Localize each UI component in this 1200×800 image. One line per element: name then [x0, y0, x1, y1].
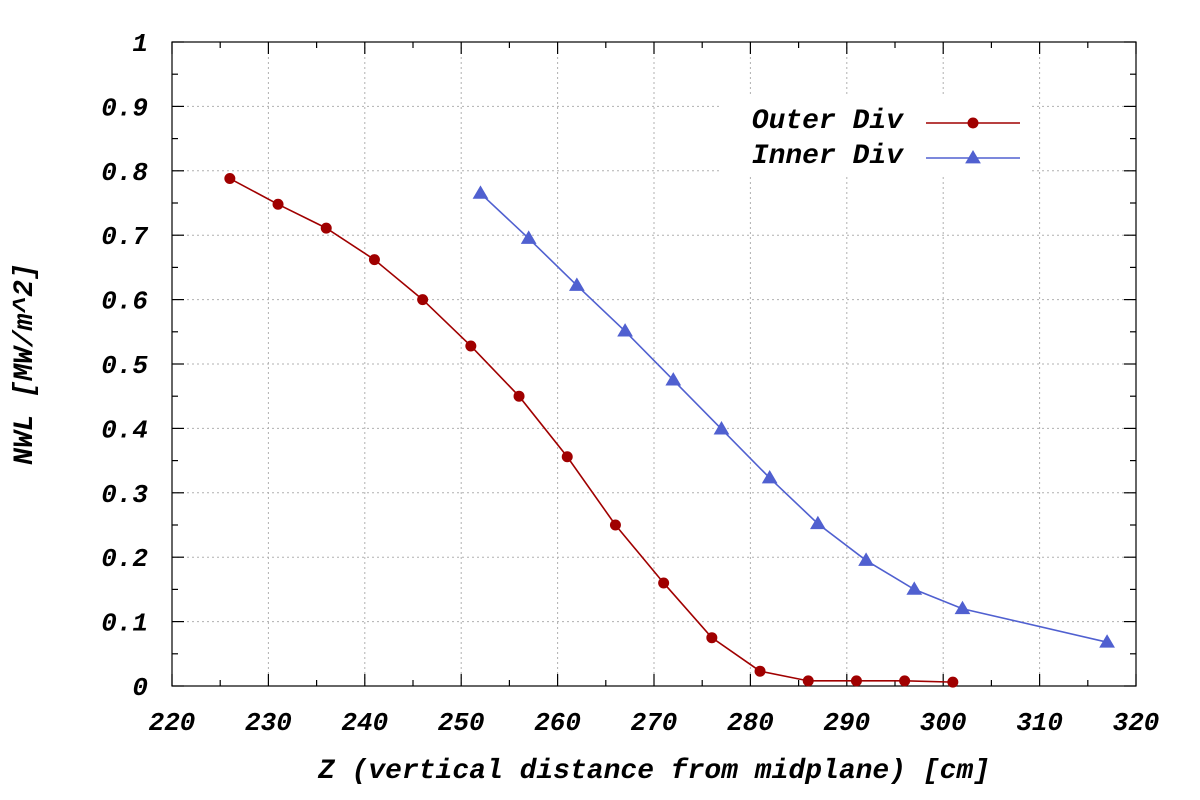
data-point-inner-div: [665, 372, 682, 386]
data-point-outer-div: [754, 665, 766, 677]
data-point-outer-div: [224, 173, 236, 185]
data-point-outer-div: [706, 632, 718, 644]
y-tick-label: 0.5: [101, 351, 148, 381]
data-point-outer-div: [368, 254, 380, 266]
data-point-outer-div: [850, 675, 862, 687]
y-tick-label: 0.8: [101, 158, 148, 188]
data-point-inner-div: [761, 470, 778, 484]
series-line-inner-div: [479, 192, 1108, 643]
legend-marker-outer-div: [967, 117, 979, 129]
y-tick-label: 0.9: [101, 93, 148, 123]
data-point-outer-div: [417, 294, 429, 306]
legend: Outer Div Inner Div: [720, 96, 1030, 176]
y-tick-label: 0.2: [101, 544, 148, 574]
data-point-inner-div: [617, 323, 633, 337]
x-tick-label: 310: [1016, 708, 1063, 738]
data-point-inner-div: [520, 230, 537, 244]
y-axis-label: NWL [MW/m^2]: [10, 263, 41, 465]
data-point-inner-div: [472, 185, 489, 199]
data-point-inner-div: [1099, 634, 1115, 648]
data-point-outer-div: [320, 222, 332, 234]
x-tick-label: 260: [534, 708, 581, 738]
y-tick-label: 0: [132, 673, 148, 703]
data-point-outer-div: [561, 451, 573, 463]
data-point-outer-div: [513, 390, 525, 402]
x-tick-label: 240: [341, 708, 388, 738]
data-point-inner-div: [906, 581, 923, 595]
y-tick-labels: 0 0.1 0.2 0.3 0.4 0.5 0.6 0.7 0.8 0.9 1: [101, 29, 148, 703]
x-tick-label: 250: [438, 708, 485, 738]
x-axis-label: Z (vertical distance from midplane) [cm]: [317, 756, 990, 787]
y-tick-label: 0.4: [101, 415, 148, 445]
data-point-inner-div: [810, 515, 826, 530]
x-tick-label: 220: [149, 708, 196, 738]
series-inner-div: [472, 185, 1115, 648]
data-point-inner-div: [858, 552, 874, 566]
series-layer: [224, 173, 1115, 688]
x-tick-label: 230: [245, 708, 292, 738]
x-tick-labels: 220 230 240 250 260 270 280 290 300 310 320: [149, 708, 1160, 738]
data-point-outer-div: [465, 340, 477, 352]
legend-marker-inner-div: [965, 150, 981, 164]
series-outer-div: [224, 173, 959, 688]
data-point-outer-div: [272, 198, 284, 210]
y-tick-label: 1: [132, 29, 148, 59]
data-point-inner-div: [713, 421, 730, 435]
data-point-inner-div: [569, 277, 585, 291]
data-point-inner-div: [954, 600, 971, 615]
data-point-outer-div: [609, 519, 621, 531]
x-tick-label: 280: [727, 708, 774, 738]
x-tick-label: 320: [1113, 708, 1160, 738]
data-point-outer-div: [899, 675, 911, 687]
y-tick-label: 0.3: [101, 480, 148, 510]
data-point-outer-div: [802, 675, 814, 687]
x-tick-label: 300: [920, 708, 967, 738]
legend-label-inner-div: Inner Div: [752, 141, 904, 172]
plot-frame: [171, 41, 1137, 687]
data-point-outer-div: [947, 676, 959, 688]
data-point-outer-div: [658, 577, 670, 589]
y-tick-label: 0.1: [101, 609, 148, 639]
legend-label-outer-div: Outer Div: [752, 106, 904, 137]
grid-lines: [172, 42, 1136, 686]
x-tick-label: 290: [823, 708, 870, 738]
y-tick-label: 0.7: [101, 222, 148, 252]
y-tick-label: 0.6: [101, 287, 148, 317]
x-tick-label: 270: [631, 708, 678, 738]
series-line-outer-div: [229, 177, 953, 683]
